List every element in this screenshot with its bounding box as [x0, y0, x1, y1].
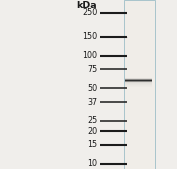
Bar: [125, 83, 152, 84]
Bar: [125, 80, 152, 81]
Text: 150: 150: [82, 32, 97, 41]
Text: 37: 37: [87, 98, 97, 107]
Bar: [125, 84, 152, 85]
Text: 25: 25: [87, 116, 97, 125]
Text: kDa: kDa: [77, 1, 97, 10]
Bar: [125, 82, 152, 83]
Bar: [125, 86, 152, 87]
Text: 75: 75: [87, 65, 97, 74]
Bar: [125, 85, 152, 86]
Bar: [125, 79, 152, 80]
Text: 20: 20: [87, 127, 97, 136]
Text: 50: 50: [87, 84, 97, 93]
Bar: [124, 0, 155, 169]
Text: 10: 10: [87, 159, 97, 168]
Text: 15: 15: [87, 140, 97, 149]
Text: 250: 250: [82, 8, 97, 17]
Text: 100: 100: [82, 51, 97, 60]
Bar: [125, 78, 152, 79]
Bar: [125, 81, 152, 82]
